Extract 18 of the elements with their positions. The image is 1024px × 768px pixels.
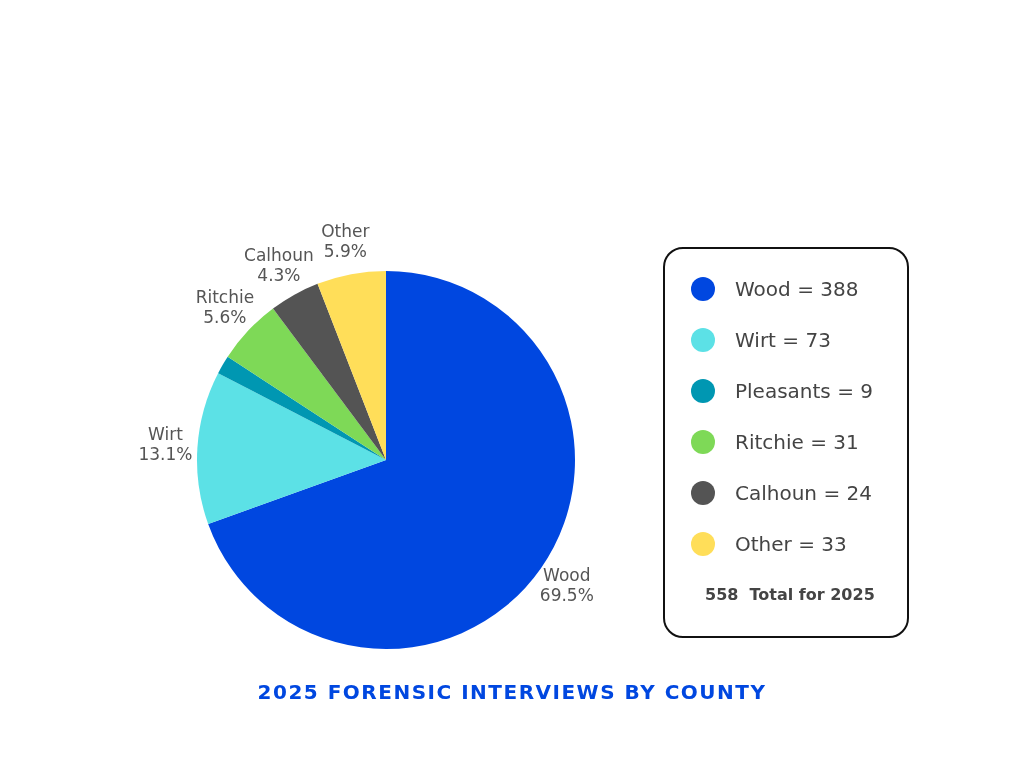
slice-label: Other xyxy=(321,221,370,242)
text: Ritchie = 31 xyxy=(735,430,859,454)
data-label: 4.3% xyxy=(257,265,301,286)
slice-label: Calhoun xyxy=(244,245,314,266)
text: Wirt = 73 xyxy=(735,328,831,352)
slice-label: Ritchie xyxy=(195,287,255,308)
data-label: 69.5% xyxy=(539,585,594,606)
data-label: 5.6% xyxy=(203,307,247,328)
text: Wood = 388 xyxy=(735,277,859,301)
data-label: 13.1% xyxy=(138,443,193,464)
slice-label: Wirt xyxy=(148,423,184,444)
text: 2025 FORENSIC INTERVIEWS BY COUNTY xyxy=(256,680,768,704)
slice-label: Wood xyxy=(543,565,591,586)
text: 558 Total for 2025 xyxy=(705,585,875,604)
data-label: 5.9% xyxy=(323,241,367,262)
text: Other = 33 xyxy=(735,532,847,556)
text: Calhoun = 24 xyxy=(735,481,872,505)
text: Pleasants = 9 xyxy=(735,379,873,403)
